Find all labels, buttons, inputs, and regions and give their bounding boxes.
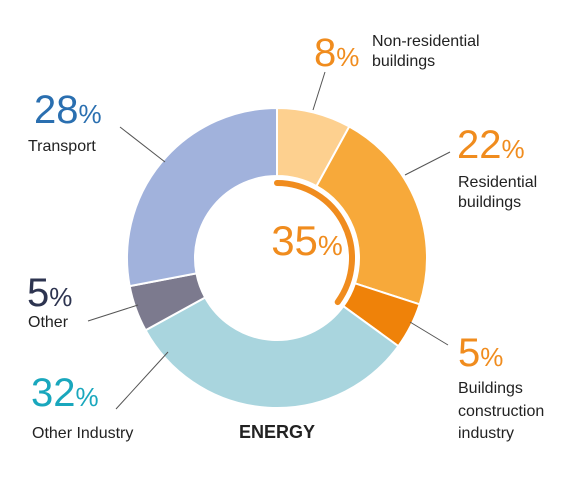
callout-label-transport: Transport bbox=[28, 138, 96, 155]
callout-number-other: 5 bbox=[27, 271, 49, 315]
callout-value-oind: 32% bbox=[31, 371, 99, 415]
callout-sign-oind: % bbox=[76, 382, 99, 412]
callout-value-other: 5% bbox=[27, 271, 72, 315]
callout-label-nonres-line1: Non-residential bbox=[372, 33, 480, 50]
callout-sign-bci: % bbox=[480, 342, 503, 372]
callout-label-nonres-line2: buildings bbox=[372, 53, 435, 70]
slice-oind bbox=[144, 296, 400, 409]
leader-line-oind bbox=[115, 351, 169, 410]
center-value-unit: % bbox=[318, 230, 343, 261]
center-value: 35% bbox=[271, 217, 343, 264]
callout-sign-nonres: % bbox=[336, 42, 359, 72]
callout-label-res-line1: Residential bbox=[458, 174, 537, 191]
leader-line-other bbox=[87, 304, 139, 322]
leader-line-nonres bbox=[312, 71, 326, 111]
callout-value-nonres: 8% bbox=[314, 31, 359, 75]
slice-res bbox=[315, 125, 428, 306]
callout-label-bci-line1: Buildings bbox=[458, 380, 523, 397]
callout-sign-res: % bbox=[502, 134, 525, 164]
callout-label-oind: Other Industry bbox=[32, 425, 133, 442]
callout-value-transport: 28% bbox=[34, 88, 102, 132]
callout-label-res-line2: buildings bbox=[458, 194, 521, 211]
leader-lines bbox=[87, 71, 451, 410]
callout-number-transport: 28 bbox=[34, 88, 79, 132]
callout-number-nonres: 8 bbox=[314, 31, 336, 75]
donut-slices bbox=[126, 106, 428, 409]
callout-value-res: 22% bbox=[457, 123, 525, 167]
leader-line-res bbox=[404, 151, 451, 176]
callout-label-bci-line2: construction bbox=[458, 403, 544, 420]
leader-line-transport bbox=[119, 126, 166, 163]
callout-label-other: Other bbox=[28, 314, 69, 331]
energy-share-arc bbox=[274, 180, 355, 306]
callout-number-bci: 5 bbox=[458, 331, 480, 375]
callout-label-bci-line3: industry bbox=[458, 425, 514, 442]
slice-transport bbox=[126, 106, 278, 288]
leader-line-bci bbox=[409, 321, 449, 346]
callout-value-bci: 5% bbox=[458, 331, 503, 375]
callout-number-res: 22 bbox=[457, 123, 502, 167]
center-value-number: 35 bbox=[271, 217, 318, 264]
callout-sign-transport: % bbox=[79, 99, 102, 129]
callout-sign-other: % bbox=[49, 282, 72, 312]
energy-label: ENERGY bbox=[239, 422, 315, 442]
callout-number-oind: 32 bbox=[31, 371, 76, 415]
